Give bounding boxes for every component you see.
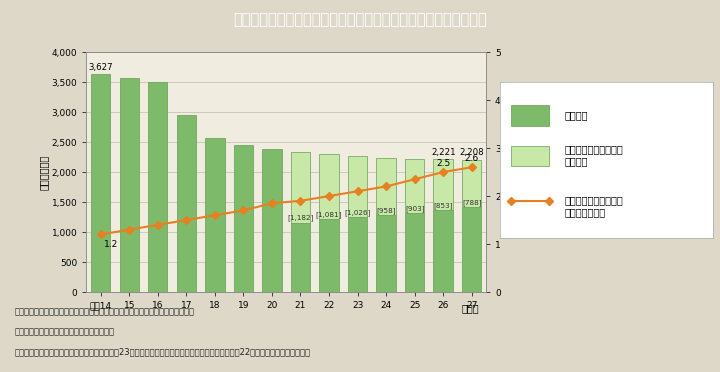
Bar <box>377 215 396 292</box>
Text: 2,221: 2,221 <box>431 148 456 157</box>
Bar <box>291 152 310 222</box>
Text: 2.6: 2.6 <box>464 154 479 163</box>
Bar <box>462 160 482 207</box>
Bar <box>348 156 367 217</box>
Text: ３．東日本大震災の影響により，平成23年の岩手県，宮城県及び福島県の値は，前年値（22年４月１日）により集計。: ３．東日本大震災の影響により，平成23年の岩手県，宮城県及び福島県の値は，前年値… <box>14 348 310 357</box>
Bar <box>91 74 110 292</box>
Y-axis label: （消防団数）: （消防団数） <box>39 154 49 190</box>
Text: ２．原則として各年４月１日現在。: ２．原則として各年４月１日現在。 <box>14 327 114 336</box>
Text: Ｉ－７－８図　消防団数及び消防団員に占める女性の割合の推移: Ｉ－７－８図 消防団数及び消防団員に占める女性の割合の推移 <box>233 12 487 27</box>
Text: [1,182]: [1,182] <box>287 215 314 221</box>
Text: 2,208: 2,208 <box>459 148 484 157</box>
Text: [788]: [788] <box>462 199 482 206</box>
Text: （備考）１．消防庁「消防防災・震災対策現況調査」及び消防庁資料より作成。: （備考）１．消防庁「消防防災・震災対策現況調査」及び消防庁資料より作成。 <box>14 307 194 316</box>
Text: 3,627: 3,627 <box>89 63 113 73</box>
Y-axis label: （%）: （%） <box>503 161 513 183</box>
Bar <box>319 219 338 292</box>
Bar <box>405 159 424 213</box>
Text: [958]: [958] <box>377 207 396 214</box>
Bar <box>176 115 196 292</box>
Bar <box>291 222 310 292</box>
Text: うち女性団員がいない
消防団数: うち女性団員がいない 消防団数 <box>564 144 623 166</box>
Text: [1,081]: [1,081] <box>316 211 342 218</box>
Bar <box>433 210 453 292</box>
Bar <box>433 159 453 210</box>
Bar <box>462 207 482 292</box>
Bar <box>205 138 225 292</box>
Bar <box>120 78 139 292</box>
FancyBboxPatch shape <box>511 105 549 126</box>
Bar <box>234 145 253 292</box>
Text: [903]: [903] <box>405 205 424 212</box>
Text: [1,026]: [1,026] <box>344 209 371 216</box>
Text: 1.2: 1.2 <box>104 240 118 249</box>
Bar <box>405 213 424 292</box>
Text: 2.5: 2.5 <box>436 159 450 168</box>
Text: 消防団数: 消防団数 <box>564 110 588 121</box>
Bar <box>148 82 168 292</box>
Text: 消防団員に占める女性
の割合（右軸）: 消防団員に占める女性 の割合（右軸） <box>564 195 623 217</box>
Bar <box>348 217 367 292</box>
Bar <box>319 154 338 219</box>
Text: [853]: [853] <box>433 202 453 209</box>
Bar <box>377 158 396 215</box>
Text: （年）: （年） <box>462 303 479 313</box>
Bar <box>262 149 282 292</box>
FancyBboxPatch shape <box>511 146 549 166</box>
